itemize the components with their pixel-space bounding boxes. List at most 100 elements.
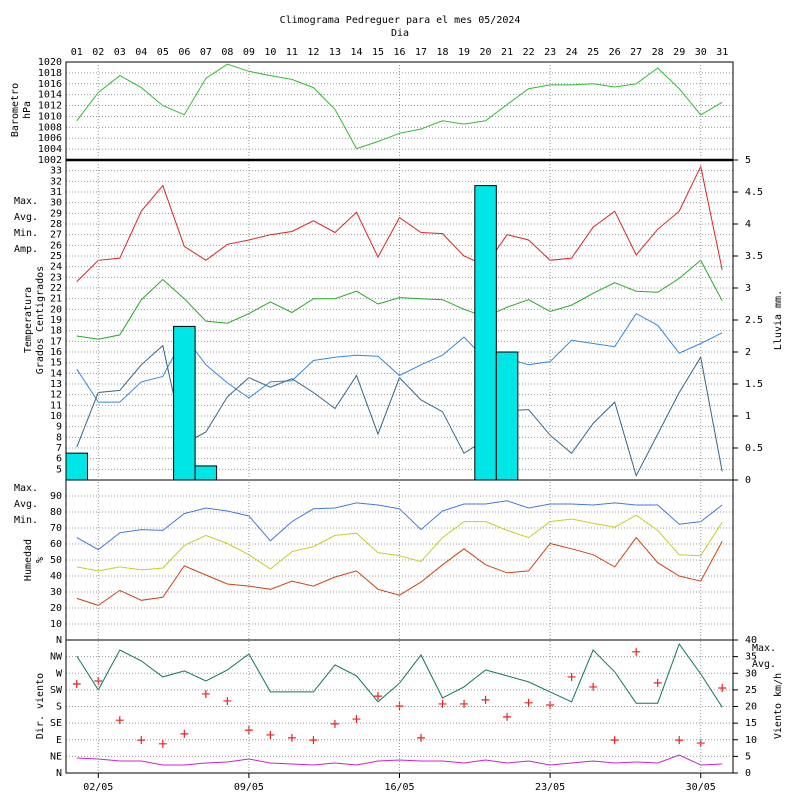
y-tick-label: 14: [50, 368, 62, 379]
y2-tick-label: 2: [745, 347, 751, 358]
y-tick-label: 1006: [38, 133, 62, 144]
y-tick-label: 8: [56, 432, 62, 443]
y-tick-label: 30: [50, 587, 62, 598]
y-axis-title: Grados Centigrados: [35, 266, 46, 374]
x-tick-label: 14: [350, 47, 362, 58]
direction-marker: [115, 716, 124, 725]
x-tick-label: 11: [286, 47, 298, 58]
y-tick-label: 32: [50, 176, 62, 187]
y-tick-label: N: [56, 768, 62, 779]
y-tick-label: 15: [50, 358, 62, 369]
y-tick-label: 26: [50, 240, 62, 251]
x-tick-label: 30/05: [686, 782, 716, 793]
y2-tick-label: 1: [745, 411, 751, 422]
series-line: [76, 259, 723, 340]
rain-bar: [65, 452, 89, 481]
y-tick-label: SW: [50, 685, 63, 696]
y2-tick-label: 35: [745, 652, 757, 663]
y-tick-label: NW: [50, 652, 63, 663]
x-tick-label: 18: [437, 47, 449, 58]
y2-axis-title: Lluvia mm.: [773, 290, 784, 350]
y2-tick-label: 0: [745, 475, 751, 486]
x-tick-label: 03: [114, 47, 126, 58]
y-tick-label: 20: [50, 603, 62, 614]
y2-tick-label: 5: [745, 751, 751, 762]
legend-label: Max.: [752, 643, 776, 654]
direction-marker: [675, 736, 684, 745]
x-tick-label: 09: [243, 47, 255, 58]
direction-marker: [287, 733, 296, 742]
y2-tick-label: 10: [745, 735, 757, 746]
x-tick-label: 01: [71, 47, 83, 58]
x-tick-label: 04: [135, 47, 147, 58]
legend-label: Avg.: [14, 499, 38, 510]
y2-tick-label: 4: [745, 219, 751, 230]
direction-marker: [503, 712, 512, 721]
y-tick-label: 10: [50, 411, 62, 422]
x-tick-label: 07: [200, 47, 212, 58]
direction-marker: [180, 729, 189, 738]
legend-label: Min.: [14, 515, 38, 526]
x-tick-label: 06: [178, 47, 190, 58]
x-tick-label: 21: [501, 47, 513, 58]
series-line: [76, 164, 723, 282]
y-axis-title: Temperatura: [23, 287, 34, 353]
x-tick-label: 25: [587, 47, 599, 58]
y-tick-label: 11: [50, 400, 62, 411]
y-tick-label: 1016: [38, 79, 62, 90]
y-tick-label: 1008: [38, 122, 62, 133]
direction-marker: [201, 689, 210, 698]
x-tick-label: 23: [544, 47, 556, 58]
x-axis-title: Dia: [391, 28, 409, 39]
y-axis-title: Barometro: [10, 83, 21, 137]
y-tick-label: 9: [56, 422, 62, 433]
x-tick-label: 24: [566, 47, 578, 58]
direction-marker: [309, 736, 318, 745]
y-tick-label: 1010: [38, 111, 62, 122]
series-line: [76, 63, 723, 150]
x-tick-label: 02/05: [83, 782, 113, 793]
y-tick-label: 16: [50, 347, 62, 358]
y-tick-label: E: [56, 735, 62, 746]
y-tick-label: 60: [50, 539, 62, 550]
y-tick-label: 7: [56, 443, 62, 454]
x-tick-label: 05: [157, 47, 169, 58]
x-tick-label: 29: [673, 47, 685, 58]
y-tick-label: SE: [50, 718, 62, 729]
x-tick-label: 26: [609, 47, 621, 58]
direction-marker: [137, 736, 146, 745]
y-tick-label: 29: [50, 208, 62, 219]
direction-marker: [244, 726, 253, 735]
y-tick-label: N: [56, 635, 62, 646]
direction-marker: [223, 696, 232, 705]
direction-marker: [330, 719, 339, 728]
y2-tick-label: 0: [745, 768, 751, 779]
direction-marker: [438, 699, 447, 708]
x-tick-label: 19: [458, 47, 470, 58]
y2-axis-title: Viento km/h: [773, 673, 784, 739]
x-tick-label: 22: [523, 47, 535, 58]
y-axis-title: %: [35, 557, 46, 563]
y-tick-label: 25: [50, 251, 62, 262]
direction-marker: [589, 682, 598, 691]
series-line: [76, 500, 723, 551]
y-tick-label: 18: [50, 326, 62, 337]
y-tick-label: 22: [50, 283, 62, 294]
x-tick-label: 23/05: [535, 782, 565, 793]
y2-tick-label: 2.5: [745, 315, 763, 326]
x-tick-label: 27: [630, 47, 642, 58]
y-tick-label: 28: [50, 219, 62, 230]
y2-tick-label: 3: [745, 283, 751, 294]
y-tick-label: 80: [50, 507, 62, 518]
x-tick-label: 31: [716, 47, 728, 58]
rain-bar: [474, 185, 497, 481]
y-tick-label: 21: [50, 294, 62, 305]
y2-tick-label: 15: [745, 718, 757, 729]
direction-marker: [373, 692, 382, 701]
x-tick-label: 02: [92, 47, 104, 58]
y-tick-label: 27: [50, 230, 62, 241]
x-tick-label: 10: [264, 47, 276, 58]
legend-label: Amp.: [14, 244, 38, 255]
direction-marker: [352, 715, 361, 724]
